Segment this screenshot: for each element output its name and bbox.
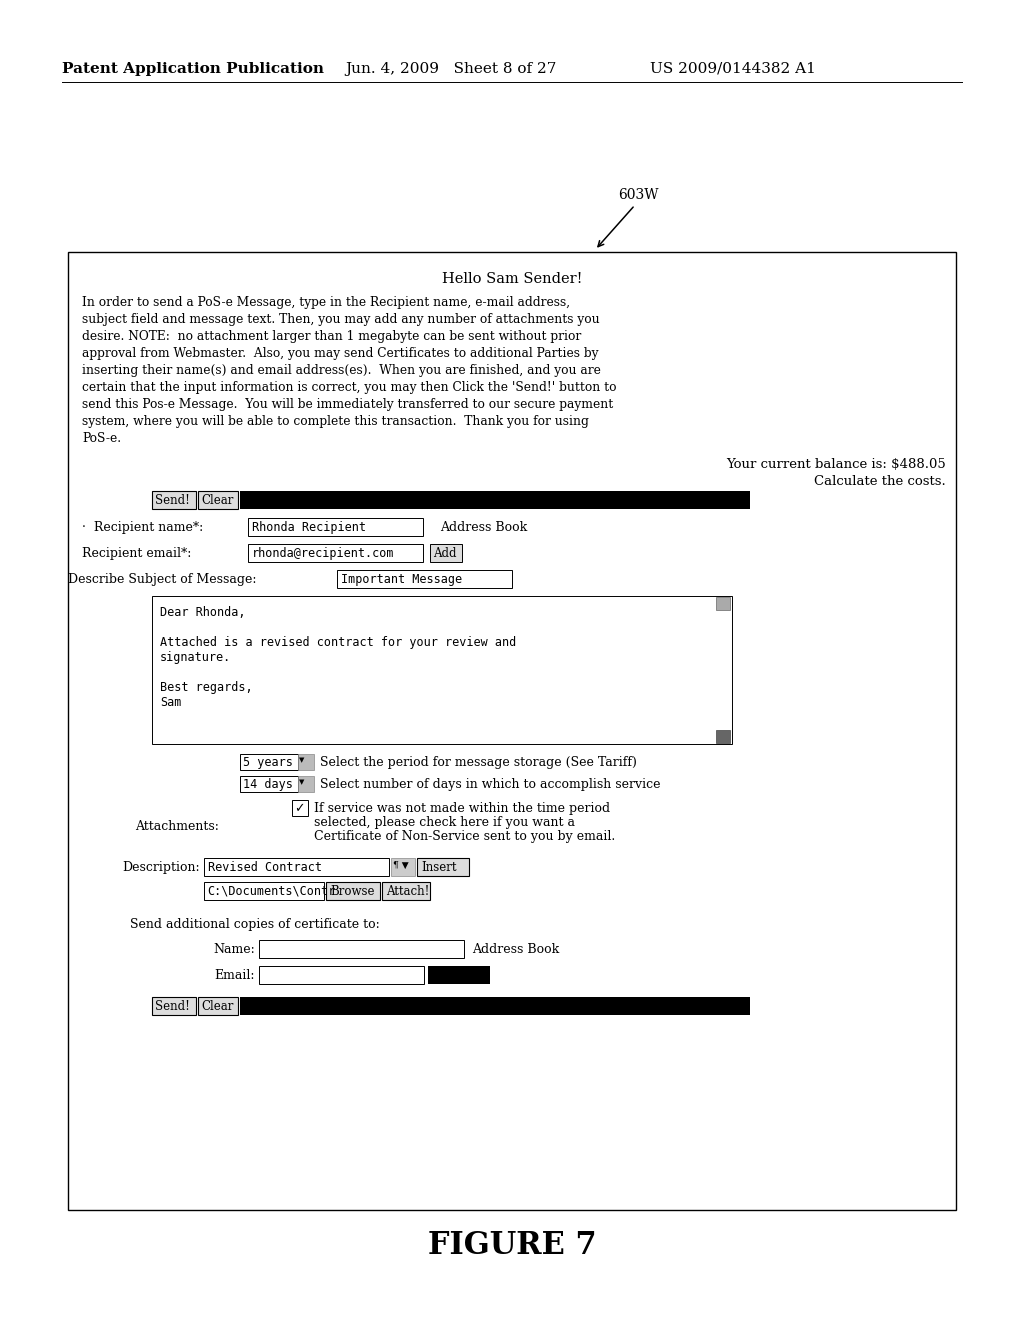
Bar	[248, 517, 423, 536]
Text: Attach!: Attach!	[386, 884, 429, 898]
Text: selected, please check here if you want a: selected, please check here if you want …	[314, 816, 575, 829]
Bar	[337, 570, 512, 587]
Bar	[248, 544, 423, 562]
Bar	[204, 882, 324, 900]
Bar	[240, 491, 750, 510]
Text: If service was not made within the time period: If service was not made within the time …	[314, 803, 610, 814]
Text: Best regards,: Best regards,	[160, 681, 253, 694]
Text: Select the period for message storage (See Tariff): Select the period for message storage (S…	[319, 756, 637, 770]
Text: ¶ ▼: ¶ ▼	[393, 861, 409, 870]
Text: Address Book: Address Book	[440, 521, 527, 535]
Text: Certificate of Non-Service sent to you by email.: Certificate of Non-Service sent to you b…	[314, 830, 615, 843]
Text: Select number of days in which to accomplish service: Select number of days in which to accomp…	[319, 777, 660, 791]
Bar	[152, 597, 732, 744]
Bar	[240, 754, 298, 770]
Text: Send additional copies of certificate to:: Send additional copies of certificate to…	[130, 917, 380, 931]
Bar	[326, 882, 380, 900]
Text: Revised Contract: Revised Contract	[208, 861, 322, 874]
Bar	[417, 858, 469, 876]
Text: approval from Webmaster.  Also, you may send Certificates to additional Parties : approval from Webmaster. Also, you may s…	[82, 347, 598, 360]
Bar	[259, 966, 424, 983]
Bar	[292, 800, 308, 816]
Bar	[259, 940, 464, 958]
Bar	[298, 776, 314, 792]
Text: Jun. 4, 2009   Sheet 8 of 27: Jun. 4, 2009 Sheet 8 of 27	[345, 62, 556, 77]
Text: ▼: ▼	[299, 777, 304, 785]
Bar	[204, 858, 389, 876]
Text: Send!: Send!	[155, 494, 189, 507]
Text: send this Pos-e Message.  You will be immediately transferred to our secure paym: send this Pos-e Message. You will be imm…	[82, 399, 613, 411]
Text: Hello Sam Sender!: Hello Sam Sender!	[441, 272, 583, 286]
Text: ▼: ▼	[299, 756, 304, 764]
Text: 14 days: 14 days	[243, 777, 293, 791]
Bar	[428, 966, 490, 983]
Bar	[198, 997, 238, 1015]
Text: Rhonda Recipient: Rhonda Recipient	[252, 521, 366, 535]
Text: Your current balance is: $488.05: Your current balance is: $488.05	[726, 458, 946, 471]
Bar	[240, 997, 750, 1015]
Bar	[716, 730, 730, 743]
Text: Clear: Clear	[201, 494, 233, 507]
Text: Name:: Name:	[213, 942, 255, 956]
Text: inserting their name(s) and email address(es).  When you are finished, and you a: inserting their name(s) and email addres…	[82, 364, 601, 378]
Text: FIGURE 7: FIGURE 7	[428, 1230, 596, 1261]
Text: Calculate the costs.: Calculate the costs.	[814, 475, 946, 488]
Bar	[152, 997, 196, 1015]
Text: US 2009/0144382 A1: US 2009/0144382 A1	[650, 62, 816, 77]
Bar	[152, 491, 196, 510]
Bar	[716, 597, 730, 610]
Text: Important Message: Important Message	[341, 573, 462, 586]
Text: Insert: Insert	[421, 861, 457, 874]
Text: Patent Application Publication: Patent Application Publication	[62, 62, 324, 77]
Bar	[240, 776, 298, 792]
Text: rhonda@recipient.com: rhonda@recipient.com	[252, 546, 394, 560]
Text: system, where you will be able to complete this transaction.  Thank you for usin: system, where you will be able to comple…	[82, 414, 589, 428]
Text: Attached is a revised contract for your review and: Attached is a revised contract for your …	[160, 636, 516, 649]
Bar	[298, 754, 314, 770]
Text: Email:: Email:	[214, 969, 255, 982]
Text: Send!: Send!	[155, 1001, 189, 1012]
Text: subject field and message text. Then, you may add any number of attachments you: subject field and message text. Then, yo…	[82, 313, 600, 326]
Text: ✓: ✓	[294, 803, 304, 814]
Text: Description:: Description:	[123, 861, 200, 874]
Text: Add: Add	[433, 546, 457, 560]
Text: Recipient email*:: Recipient email*:	[82, 546, 191, 560]
Text: 603W: 603W	[618, 187, 658, 202]
Text: Clear: Clear	[201, 1001, 233, 1012]
Bar	[68, 252, 956, 1210]
Bar	[198, 491, 238, 510]
Text: Address Book: Address Book	[472, 942, 559, 956]
Bar	[430, 544, 462, 562]
Text: certain that the input information is correct, you may then Click the 'Send!' bu: certain that the input information is co…	[82, 381, 616, 393]
Text: C:\Documents\Contr: C:\Documents\Contr	[207, 884, 335, 898]
Text: Describe Subject of Message:: Describe Subject of Message:	[68, 573, 256, 586]
Text: Attachments:: Attachments:	[135, 820, 219, 833]
Text: ·  Recipient name*:: · Recipient name*:	[82, 521, 203, 535]
Text: Dear Rhonda,: Dear Rhonda,	[160, 606, 246, 619]
Text: Browse: Browse	[330, 884, 375, 898]
Text: In order to send a PoS-e Message, type in the Recipient name, e-mail address,: In order to send a PoS-e Message, type i…	[82, 296, 570, 309]
Bar	[391, 858, 415, 876]
Text: PoS-e.: PoS-e.	[82, 432, 121, 445]
Text: 5 years: 5 years	[243, 756, 293, 770]
Text: desire. NOTE:  no attachment larger than 1 megabyte can be sent without prior: desire. NOTE: no attachment larger than …	[82, 330, 582, 343]
Text: Sam: Sam	[160, 696, 181, 709]
Bar	[382, 882, 430, 900]
Text: signature.: signature.	[160, 651, 231, 664]
